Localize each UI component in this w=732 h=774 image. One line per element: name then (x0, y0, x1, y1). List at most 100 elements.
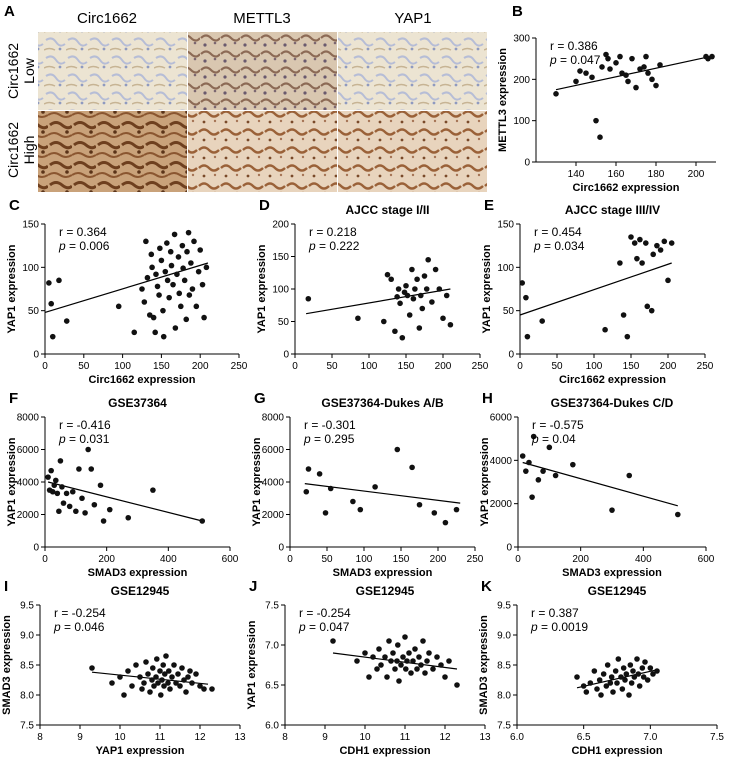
chart-d-point (381, 318, 387, 325)
chart-k-point (620, 665, 627, 671)
chart-h-letter: H (482, 390, 493, 407)
ihc-image-circ1662-low (38, 32, 187, 110)
chart-i-point (143, 659, 149, 665)
chart-j-point (392, 666, 398, 672)
chart-e-stat-r: r = 0.454 (534, 225, 582, 239)
chart-j-point (390, 650, 396, 656)
chart-d-y-tick-label: 200 (272, 220, 289, 231)
chart-k-point (639, 665, 646, 671)
chart-c-point (154, 283, 161, 290)
chart-c-point (185, 229, 192, 236)
chart-k-y-tick-label: 9.5 (497, 601, 511, 612)
chart-e-fit-line (519, 262, 672, 316)
chart-g-point (431, 510, 438, 516)
chart-j-point (354, 658, 360, 664)
chart-d-point (397, 300, 403, 307)
chart-f-point (85, 446, 91, 453)
chart-c-point (166, 294, 172, 301)
chart-i-x-label: YAP1 expression (96, 745, 185, 757)
chart-i-point (179, 665, 185, 671)
chart-j-point (418, 662, 424, 668)
chart-c-stat-p-value: = 0.006 (66, 239, 110, 253)
chart-k-point (642, 659, 648, 665)
chart-k-point (630, 668, 636, 674)
chart-i-point (169, 674, 175, 680)
chart-b-point (645, 70, 651, 76)
chart-g-x-tick-label: 50 (321, 554, 333, 565)
chart-c-point (178, 303, 184, 310)
chart-e-x-tick-label: 250 (697, 361, 714, 372)
chart-d-stat-p-value: = 0.222 (316, 239, 360, 253)
chart-g-y-tick-label: 8000 (262, 413, 285, 424)
chart-i-letter: I (4, 578, 8, 595)
chart-b-point (649, 76, 655, 83)
chart-i-point (175, 671, 181, 677)
chart-h-point (626, 472, 633, 479)
chart-i-y-tick-label: 7.5 (20, 721, 34, 732)
chart-k-point (640, 674, 647, 680)
chart-k-point (574, 674, 580, 680)
chart-h-point (546, 444, 553, 451)
chart-b-x-tick-label: 200 (688, 169, 705, 180)
chart-h-x-label: SMAD3 expression (562, 567, 662, 579)
chart-f-x-tick-label: 600 (222, 554, 239, 565)
chart-c-point (172, 325, 179, 331)
chart-i-point (147, 689, 153, 695)
chart-d-point (410, 295, 417, 302)
chart-d-y-tick-label: 0 (283, 350, 289, 361)
chart-h-point (540, 468, 546, 474)
chart-h-title: GSE37364-Dukes C/D (551, 396, 674, 410)
chart-i-point (193, 671, 199, 677)
chart-c-point (46, 280, 52, 286)
chart-f-point (59, 484, 65, 490)
chart-d-point (414, 276, 420, 283)
chart-c-y-tick-label: 50 (28, 306, 40, 317)
chart-g-point (316, 471, 323, 477)
ihc-image-yap1-high (338, 111, 487, 192)
chart-c-x-label: Circ1662 expression (88, 374, 195, 386)
chart-b-point (577, 68, 583, 74)
chart-c-point (201, 314, 207, 321)
chart-g-y-tick-label: 2000 (262, 510, 285, 521)
chart-h-x-tick-label: 600 (698, 554, 715, 565)
chart-j-point (394, 658, 400, 664)
chart-k-y-tick-label: 9.0 (497, 631, 511, 642)
chart-f-x-tick-label: 200 (98, 554, 115, 565)
chart-i-point (89, 665, 95, 671)
chart-b-fit-line (555, 56, 711, 91)
chart-i-point (165, 680, 171, 686)
chart-f-y-tick-label: 8000 (17, 413, 40, 424)
chart-h-y-label: YAP1 expression (479, 437, 491, 526)
chart-d-point (412, 286, 418, 292)
chart-d-point (418, 292, 424, 299)
chart-c-point (170, 281, 176, 288)
chart-h-stat-p: p = 0.04 (531, 432, 576, 446)
chart-c-stat-p-symbol: p (58, 239, 66, 253)
chart-c-point (156, 292, 162, 298)
col-label-yap1: YAP1 (394, 10, 431, 27)
chart-k-point (608, 674, 615, 680)
chart-h-fit-line (522, 461, 678, 507)
chart-j-point (404, 658, 410, 664)
chart-h-y-tick-label: 4000 (490, 456, 513, 467)
chart-g-x-tick-label: 150 (393, 554, 410, 565)
chart-c-point (183, 316, 190, 323)
chart-d-point (436, 286, 443, 292)
chart-i-point (158, 692, 164, 698)
chart-c-point (168, 262, 175, 269)
chart-c-point (56, 277, 62, 284)
row-label-low-line1: Circ1662 (5, 43, 21, 99)
chart-h-x-tick-label: 200 (572, 554, 589, 565)
chart-c-stat-r: r = 0.364 (59, 225, 107, 239)
chart-h-point (523, 468, 529, 474)
chart-k-y-label: SMAD3 expression (478, 615, 490, 715)
chart-i-point (154, 656, 160, 662)
chart-b-point (657, 62, 663, 68)
chart-j-y-tick-label: 6.5 (265, 681, 279, 692)
chart-g-y-label: YAP1 expression (251, 437, 263, 526)
chart-c-stat-p: p = 0.006 (58, 239, 110, 253)
chart-b-point (613, 60, 619, 66)
chart-c-point (181, 277, 188, 284)
chart-j-point (366, 674, 372, 680)
